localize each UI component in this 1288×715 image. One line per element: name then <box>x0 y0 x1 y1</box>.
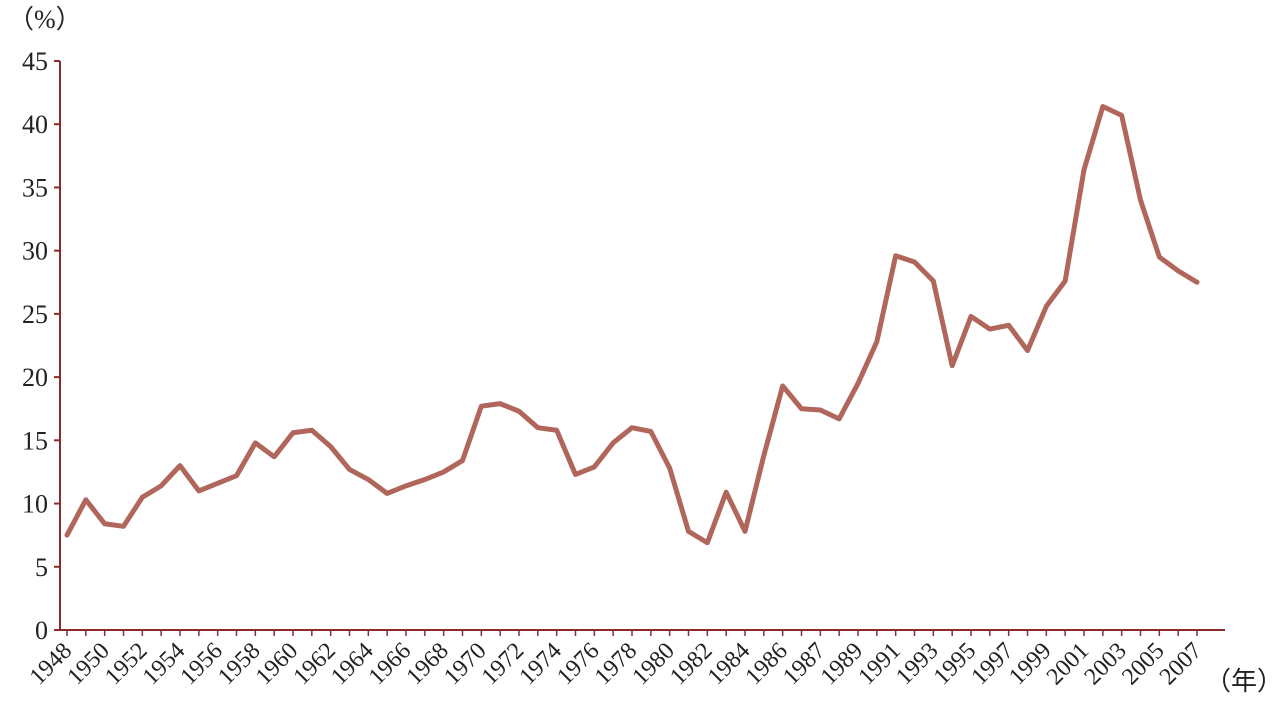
y-tick-label: 35 <box>22 173 48 202</box>
y-tick-label: 30 <box>22 237 48 266</box>
y-tick-label: 45 <box>22 47 48 76</box>
data-line <box>64 104 1200 546</box>
x-tick-label: 2007 <box>1155 638 1207 690</box>
y-tick-label: 20 <box>22 363 48 392</box>
y-axis-label: （%） <box>8 5 82 34</box>
y-tick-label: 5 <box>35 553 48 582</box>
x-axis-label: （年） <box>1205 667 1283 696</box>
y-tick-label: 25 <box>22 300 48 329</box>
y-tick-label: 0 <box>35 616 48 645</box>
y-tick-label: 15 <box>22 426 48 455</box>
y-tick-label: 10 <box>22 490 48 519</box>
y-tick-label: 40 <box>22 110 48 139</box>
